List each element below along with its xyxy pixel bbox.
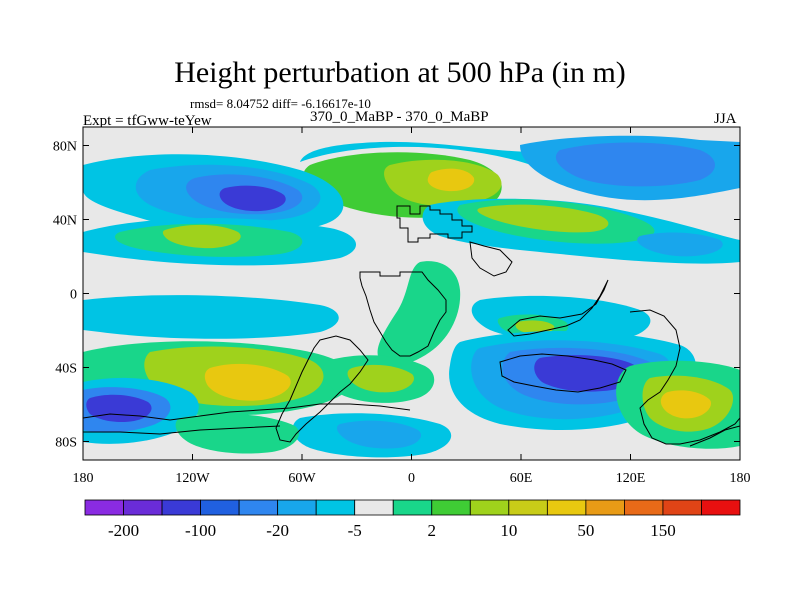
contour-fills bbox=[83, 135, 740, 458]
contour-fill bbox=[83, 295, 339, 339]
colorbar-swatch bbox=[123, 499, 163, 516]
contour-fill bbox=[427, 168, 475, 192]
contour-fill bbox=[660, 390, 712, 419]
x-tick-label: 180 bbox=[73, 471, 94, 486]
x-tick-label: 180 bbox=[730, 471, 751, 486]
x-axis: 180 120W 60W 0 60E 120E 180 bbox=[73, 127, 751, 486]
colorbar-swatch bbox=[354, 499, 394, 516]
runs-label: 370_0_MaBP - 370_0_MaBP bbox=[310, 109, 489, 125]
x-tick-label: 0 bbox=[408, 471, 415, 486]
coastline-south-america bbox=[275, 335, 369, 443]
colorbar: -200 -100 -20 -5 2 10 50 150 bbox=[84, 499, 741, 540]
colorbar-swatch bbox=[546, 499, 587, 516]
coastline-indian bbox=[499, 353, 627, 393]
contour-fill bbox=[477, 204, 609, 233]
colorbar-swatch bbox=[161, 499, 201, 516]
colorbar-swatch bbox=[200, 499, 240, 516]
x-tick-label: 120W bbox=[175, 471, 210, 486]
colorbar-label: -100 bbox=[185, 521, 216, 540]
colorbar-swatch bbox=[508, 499, 548, 516]
contour-fill bbox=[555, 142, 715, 187]
x-tick-label: 120E bbox=[616, 471, 646, 486]
colorbar-label: 2 bbox=[428, 521, 437, 540]
y-axis: 80N 40N 0 40S 80S bbox=[53, 140, 740, 451]
y-tick-label: 80S bbox=[55, 436, 77, 451]
colorbar-swatch bbox=[431, 499, 471, 516]
contour-fill bbox=[336, 420, 422, 449]
contour-fill bbox=[175, 413, 300, 454]
colorbar-label: 10 bbox=[500, 521, 517, 540]
colorbar-swatch bbox=[84, 499, 124, 516]
coastline-asia bbox=[507, 279, 609, 337]
colorbar-label: -20 bbox=[266, 521, 289, 540]
y-tick-label: 40N bbox=[53, 214, 77, 229]
x-tick-label: 60W bbox=[288, 471, 316, 486]
contour-fill bbox=[162, 224, 241, 249]
colorbar-label: 50 bbox=[577, 521, 594, 540]
contour-fill bbox=[219, 185, 286, 212]
contour-fill bbox=[377, 261, 461, 366]
contour-fill bbox=[347, 364, 414, 393]
coastline-africa-europe bbox=[396, 205, 473, 243]
coastlines bbox=[83, 205, 740, 447]
coastline-antarctica bbox=[83, 403, 411, 421]
colorbar-label: 150 bbox=[650, 521, 676, 540]
contour-fill bbox=[637, 232, 723, 257]
colorbar-swatch bbox=[624, 499, 664, 516]
colorbar-swatch bbox=[662, 499, 702, 516]
coastline-north-america bbox=[469, 241, 513, 277]
colorbar-swatch bbox=[277, 499, 317, 516]
season-label: JJA bbox=[714, 111, 737, 127]
colorbar-swatch bbox=[469, 499, 510, 516]
y-tick-label: 40S bbox=[55, 362, 77, 377]
coastline-antarctica-east bbox=[689, 425, 740, 447]
stats-label: rmsd= 8.04752 diff= -6.16617e-10 bbox=[190, 96, 371, 111]
colorbar-swatch bbox=[315, 499, 356, 516]
y-tick-label: 80N bbox=[53, 140, 77, 155]
colorbar-swatch bbox=[238, 499, 279, 516]
colorbar-label: -5 bbox=[348, 521, 362, 540]
colorbar-swatch bbox=[585, 499, 625, 516]
coastline-africa bbox=[359, 271, 447, 357]
contour-fill bbox=[204, 363, 291, 401]
x-tick-label: 60E bbox=[510, 471, 533, 486]
colorbar-swatch bbox=[392, 499, 433, 516]
y-tick-label: 0 bbox=[70, 288, 77, 303]
experiment-label: Expt = tfGww-teYew bbox=[83, 113, 212, 129]
coastline-west-antarctica bbox=[83, 425, 281, 435]
coastline-australia bbox=[629, 309, 740, 445]
colorbar-label: -200 bbox=[108, 521, 139, 540]
chart-title: Height perturbation at 500 hPa (in m) bbox=[174, 56, 626, 89]
colorbar-swatch bbox=[701, 499, 741, 516]
